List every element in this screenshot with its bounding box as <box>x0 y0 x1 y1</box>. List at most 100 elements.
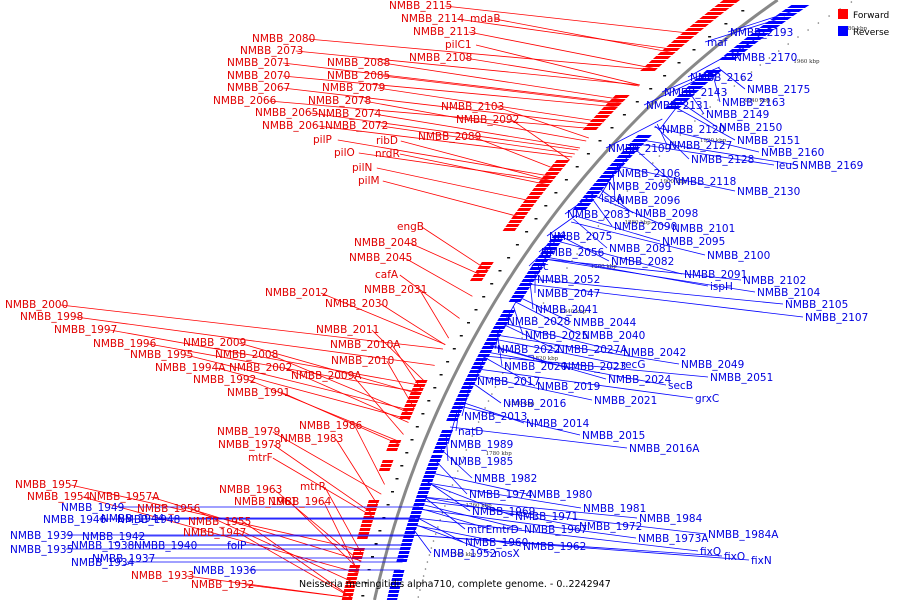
reverse-gene-label: NMBB_2049 <box>681 359 744 371</box>
forward-gene-label: NMBB_2071 <box>227 57 290 69</box>
reverse-gene-label: NMBB_1981 <box>583 503 646 515</box>
forward-gene <box>404 404 417 407</box>
reverse-gene-label: NMBB_2081 <box>609 243 672 255</box>
reverse-connector <box>598 164 619 199</box>
reverse-gene-label: NMBB_2099 <box>608 181 671 193</box>
reverse-gene <box>426 467 438 470</box>
forward-connector <box>248 379 401 443</box>
forward-gene <box>356 536 369 539</box>
forward-connector <box>456 18 679 51</box>
feature-mark <box>400 465 404 467</box>
forward-gene-label: NMBB_2070 <box>227 70 290 82</box>
scale-dot <box>462 456 465 458</box>
scale-dot <box>521 337 523 339</box>
forward-connector <box>419 289 450 339</box>
reverse-connector <box>689 92 705 115</box>
reverse-connector <box>656 123 668 146</box>
reverse-gene-label: NMBB_1938 <box>71 540 134 552</box>
forward-connector <box>399 153 550 186</box>
forward-connector <box>109 329 425 387</box>
forward-gene-label: NMBB_2074 <box>318 108 382 120</box>
reverse-gene-label: NMBB_2098 <box>635 208 698 220</box>
scale-dot <box>709 106 711 108</box>
forward-gene <box>472 274 487 277</box>
reverse-gene-label: leuS <box>776 160 799 172</box>
reverse-gene-label: NMBB_2015 <box>582 430 645 442</box>
reverse-gene-label: natD <box>458 426 483 438</box>
reverse-gene <box>457 394 470 397</box>
forward-gene-label: NMBB_2072 <box>325 120 388 132</box>
scale-dot <box>817 22 820 24</box>
reverse-connector <box>470 381 502 404</box>
scale-dot <box>459 463 462 465</box>
reverse-gene-label: NMBB_2149 <box>706 109 769 121</box>
forward-connector <box>399 274 460 319</box>
scale-dot <box>484 407 486 409</box>
forward-connector <box>273 444 375 516</box>
forward-gene <box>399 416 412 419</box>
forward-connector <box>380 125 575 155</box>
forward-gene-label: ribD <box>376 135 398 147</box>
reverse-gene <box>475 358 489 361</box>
forward-connector <box>468 31 657 70</box>
reverse-connector <box>654 125 690 160</box>
forward-gene <box>525 196 541 199</box>
scale-dot <box>542 302 545 304</box>
forward-gene-label: NMBB_1996 <box>93 338 157 350</box>
reverse-gene <box>521 279 536 282</box>
forward-gene <box>366 504 379 507</box>
forward-gene-label: NMBB_2115 <box>389 0 452 12</box>
forward-gene-label: NMBB_2009 <box>183 337 246 349</box>
reverse-connector <box>518 296 572 323</box>
reverse-gene-label: NMBB_2131 <box>646 100 709 112</box>
forward-gene <box>508 220 523 223</box>
scale-dot <box>529 323 532 325</box>
reverse-gene <box>397 555 409 558</box>
reverse-gene <box>754 29 775 32</box>
reverse-connector <box>504 299 518 322</box>
reverse-gene-label: lspA <box>601 193 624 205</box>
reverse-gene <box>400 543 413 546</box>
reverse-gene <box>409 515 421 518</box>
scale-dot <box>777 50 780 52</box>
reverse-connector <box>474 355 485 382</box>
reverse-gene <box>631 139 649 142</box>
scale-dot <box>465 449 468 451</box>
reverse-connector <box>571 221 706 256</box>
kbp-tick-label: 1880 kbp <box>625 220 652 226</box>
forward-gene-label: NMBB_1947 <box>183 527 246 539</box>
forward-gene <box>644 64 663 67</box>
forward-gene <box>666 44 685 47</box>
forward-gene-label: NMBB_2092 <box>456 114 519 126</box>
reverse-connector <box>494 327 501 350</box>
forward-connector <box>473 136 561 172</box>
forward-connector <box>358 152 553 182</box>
feature-mark <box>452 348 456 350</box>
scale-dot <box>725 92 727 94</box>
reverse-connector <box>679 101 718 128</box>
forward-connector <box>310 112 579 151</box>
reverse-gene-label: NMBB_2041 <box>535 304 598 316</box>
reverse-gene-label: NMBB_2051 <box>710 372 773 384</box>
reverse-gene <box>388 590 400 593</box>
forward-gene <box>364 512 376 515</box>
reverse-gene-label: NMBB_2162 <box>690 72 753 84</box>
reverse-gene-label: NMBB_1948 <box>117 514 180 526</box>
kbp-tick-label: 1780 kbp <box>486 451 513 457</box>
reverse-gene <box>408 519 420 522</box>
reverse-connector <box>528 236 561 267</box>
forward-gene <box>346 577 358 580</box>
forward-gene-label: NMBB_1956 <box>137 503 201 515</box>
forward-connector <box>295 50 640 86</box>
scale-dot <box>437 526 439 528</box>
forward-gene-label: pilC1 <box>445 39 472 51</box>
reverse-gene <box>423 475 435 478</box>
scale-dot <box>639 176 641 178</box>
scale-dot <box>561 274 563 276</box>
scale-dot <box>421 582 423 584</box>
feature-mark <box>395 478 399 480</box>
reverse-connector <box>575 215 661 242</box>
scale-dot <box>658 155 661 157</box>
scale-dot <box>444 505 446 507</box>
scale-dot <box>457 470 459 472</box>
